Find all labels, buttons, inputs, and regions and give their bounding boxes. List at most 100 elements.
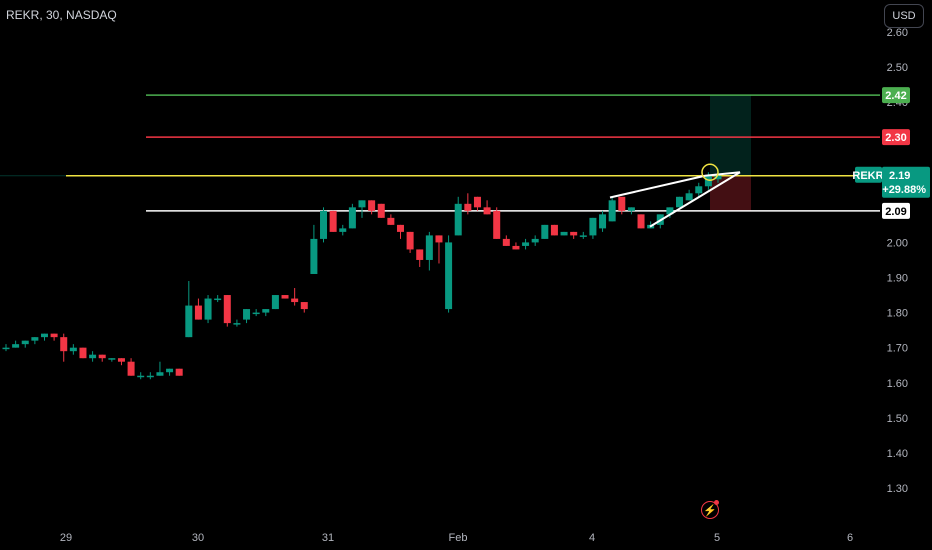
symbol-title[interactable]: REKR, 30, NASDAQ <box>6 8 117 22</box>
lightning-icon[interactable]: ⚡ <box>701 501 719 519</box>
candle-body[interactable] <box>117 358 125 362</box>
candle-body[interactable] <box>599 214 607 229</box>
candle-body[interactable] <box>579 235 587 237</box>
candle-body[interactable] <box>445 242 453 310</box>
candle-body[interactable] <box>156 372 164 376</box>
candle-body[interactable] <box>40 333 48 338</box>
candle-body[interactable] <box>89 354 97 359</box>
price-label-text: 2.42 <box>885 90 906 102</box>
candle-body[interactable] <box>502 238 510 246</box>
candle-body[interactable] <box>627 207 635 211</box>
candle-body[interactable] <box>358 200 366 208</box>
candle-body[interactable] <box>146 375 154 378</box>
candle-body[interactable] <box>50 333 58 338</box>
candle-body[interactable] <box>541 224 549 239</box>
candle-body[interactable] <box>271 295 279 310</box>
time-tick-label: Feb <box>449 532 468 544</box>
candle-body[interactable] <box>320 210 328 239</box>
candle-body[interactable] <box>425 235 433 260</box>
time-tick-label: 4 <box>589 532 595 544</box>
lower-trendline[interactable] <box>649 171 741 228</box>
current-price-box <box>882 166 930 198</box>
candle-body[interactable] <box>550 224 558 236</box>
candle-body[interactable] <box>368 200 376 211</box>
candle-body[interactable] <box>522 242 530 246</box>
price-tick-label: 1.30 <box>887 483 908 495</box>
long-position-profit-zone[interactable] <box>710 95 751 176</box>
candle-body[interactable] <box>60 337 68 352</box>
candle-body[interactable] <box>233 323 241 325</box>
candle-body[interactable] <box>396 224 404 232</box>
candle-body[interactable] <box>300 302 308 310</box>
candle-body[interactable] <box>281 295 289 299</box>
candle-body[interactable] <box>21 340 29 345</box>
candle-body[interactable] <box>570 231 578 236</box>
price-tick-label: 1.50 <box>887 413 908 425</box>
candle-body[interactable] <box>512 245 520 250</box>
price-tick-label: 1.40 <box>887 448 908 460</box>
candle-body[interactable] <box>166 368 174 373</box>
current-change-text: +29.88% <box>882 184 926 196</box>
candle-body[interactable] <box>589 217 597 236</box>
candle-body[interactable] <box>339 228 347 232</box>
candle-body[interactable] <box>666 207 674 215</box>
candle-body[interactable] <box>12 344 20 348</box>
candle-body[interactable] <box>329 210 337 232</box>
candle-body[interactable] <box>185 305 193 338</box>
symbol-tag-box <box>855 166 882 183</box>
candle-body[interactable] <box>406 231 414 250</box>
candle-body[interactable] <box>175 368 183 376</box>
candle-body[interactable] <box>98 354 106 359</box>
price-label-box <box>882 87 910 104</box>
candle-body[interactable] <box>531 238 539 243</box>
candle-body[interactable] <box>137 375 145 378</box>
candle-body[interactable] <box>262 309 270 313</box>
candle-body[interactable] <box>310 238 318 274</box>
currency-button[interactable]: USD <box>884 4 924 28</box>
candle-body[interactable] <box>416 249 424 260</box>
candle-body[interactable] <box>194 305 202 320</box>
candle-body[interactable] <box>223 295 231 324</box>
candle-body[interactable] <box>676 196 684 208</box>
candle-body[interactable] <box>214 298 222 301</box>
wedge-apex-line[interactable] <box>704 171 741 177</box>
candle-body[interactable] <box>31 337 39 341</box>
candle-body[interactable] <box>252 312 260 315</box>
candle-body[interactable] <box>435 235 443 243</box>
candle-body[interactable] <box>704 175 712 187</box>
time-tick-label: 5 <box>714 532 720 544</box>
candle-body[interactable] <box>464 203 472 211</box>
candle-body[interactable] <box>69 347 77 352</box>
candle-body[interactable] <box>127 361 135 376</box>
candle-body[interactable] <box>108 358 116 360</box>
candle-body[interactable] <box>2 347 10 350</box>
candle-body[interactable] <box>560 231 568 236</box>
candle-body[interactable] <box>79 347 87 359</box>
candle-body[interactable] <box>483 207 491 215</box>
price-tick-label: 2.60 <box>887 27 908 39</box>
time-tick-label: 31 <box>322 532 334 544</box>
candle-body[interactable] <box>618 196 626 211</box>
candle-body[interactable] <box>695 186 703 194</box>
candle-body[interactable] <box>473 196 481 208</box>
long-position-loss-zone[interactable] <box>710 175 751 211</box>
candle-body[interactable] <box>377 203 385 218</box>
candle-body[interactable] <box>243 309 251 320</box>
notification-dot <box>714 500 719 505</box>
candle-body[interactable] <box>291 298 299 303</box>
candle-body[interactable] <box>685 193 693 201</box>
upper-trendline[interactable] <box>609 174 706 199</box>
candle-body[interactable] <box>637 214 645 229</box>
candle-body[interactable] <box>348 207 356 229</box>
candle-body[interactable] <box>608 200 616 222</box>
price-tick-label: 1.70 <box>887 343 908 355</box>
candle-body[interactable] <box>387 217 395 225</box>
candle-body[interactable] <box>714 175 722 180</box>
candle-body[interactable] <box>454 203 462 236</box>
candle-body[interactable] <box>493 210 501 239</box>
highlight-circle[interactable] <box>701 163 719 181</box>
price-tick-label: 1.90 <box>887 273 908 285</box>
candle-body[interactable] <box>204 298 212 320</box>
